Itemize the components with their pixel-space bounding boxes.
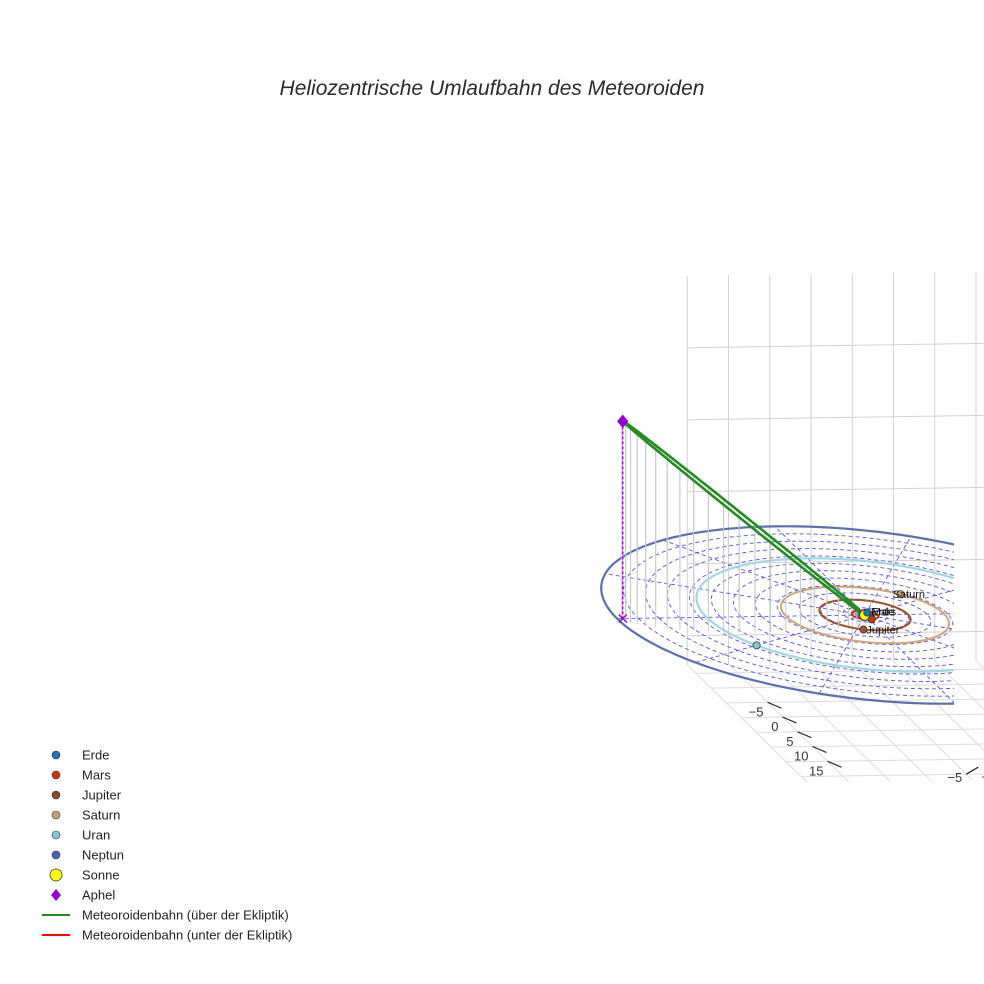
x-tick-mark [965, 766, 979, 775]
floor-line-y [756, 728, 984, 733]
floor-line-y [711, 683, 984, 689]
orbit-jupiter [818, 598, 912, 632]
legend-label: Sonne [82, 868, 120, 883]
meteoroid-orbit [620, 416, 874, 623]
planet-label-erde: Erde [871, 607, 894, 619]
floor-line-x [851, 661, 973, 781]
ecliptic-spoke [818, 536, 912, 694]
y-tick-mark [797, 731, 812, 739]
planet-label-mars: Mars [872, 606, 897, 618]
ecliptic-spoke [663, 539, 954, 649]
y-tick-mark [782, 716, 797, 724]
floor-line-y [726, 698, 984, 704]
aphel-marker [617, 414, 629, 429]
legend-item-3[interactable]: Saturn [51, 808, 120, 823]
planet-jupiter [859, 625, 868, 634]
ecliptic-grid [605, 526, 954, 704]
ecliptic-ring [776, 585, 954, 645]
planet-label-saturn: Saturn [893, 589, 925, 601]
legend-label: Meteoroidenbahn (über der Ekliptik) [82, 908, 289, 923]
planet-erde [863, 608, 872, 617]
y-tick-label: 5 [786, 734, 793, 749]
legend-label: Neptun [82, 848, 124, 863]
legend-item-7[interactable]: Aphel [51, 888, 115, 903]
planet-label-jupiter: Jupiter [866, 624, 899, 636]
legend-dot [51, 750, 61, 760]
aphel-foot-marker [618, 614, 628, 624]
ecliptic-ring [667, 548, 954, 682]
celestial-bodies: ErdeMarsJupiterSaturnNeptun [617, 414, 925, 650]
y-tick-label: 15 [809, 763, 823, 778]
grid-line-z [687, 414, 984, 421]
planet-mars [867, 615, 876, 624]
y-tick-label: −5 [749, 704, 764, 719]
legend-label: Uran [82, 828, 110, 843]
legend-dot [51, 770, 61, 780]
legend-item-4[interactable]: Uran [51, 828, 110, 843]
legend-item-5[interactable]: Neptun [51, 848, 124, 863]
floor-line-x [934, 660, 984, 711]
legend[interactable]: Erde Mars Jupiter Saturn Uran Neptun Sonne Aphe… [42, 748, 292, 943]
floor-line-x [893, 661, 984, 752]
orbit-drop-lines [621, 420, 873, 633]
legend-dot [51, 830, 61, 840]
legend-item-9[interactable]: Meteoroidenbahn (unter der Ekliptik) [42, 928, 292, 943]
legend-item-2[interactable]: Jupiter [51, 788, 122, 803]
legend-dot [51, 850, 61, 860]
legend-diamond [51, 889, 61, 901]
legend-sun [49, 868, 63, 882]
axis-box-grid [686, 271, 984, 783]
legend-label: Mars [82, 768, 111, 783]
y-tick-mark [827, 760, 842, 768]
legend-item-8[interactable]: Meteoroidenbahn (über der Ekliptik) [42, 908, 289, 923]
y-tick-label: 0 [771, 719, 778, 734]
floor-line-y [801, 773, 984, 778]
x-tick-label: −10 [981, 770, 984, 785]
legend-label: Erde [82, 748, 109, 763]
floor-line-x [769, 662, 891, 782]
chart-title: Heliozentrische Umlaufbahn des Meteoroid… [280, 77, 705, 100]
floor-line-x [975, 659, 984, 669]
x-tick-label: −5 [947, 770, 962, 785]
orbit-neptun [600, 525, 954, 705]
legend-dot [51, 790, 61, 800]
planet-saturn [896, 590, 905, 599]
floor-line-y [786, 758, 984, 763]
y-tick-label: 10 [794, 749, 808, 764]
legend-item-1[interactable]: Mars [51, 768, 111, 783]
y-tick-mark [767, 701, 782, 709]
floor-line-x [810, 662, 932, 782]
floor-line-y [771, 743, 984, 748]
floor-line-x [686, 664, 808, 783]
legend-item-6[interactable]: Sonne [49, 868, 120, 883]
grid-line-z [687, 342, 984, 349]
floor-line-y [741, 713, 984, 719]
legend-label: Aphel [82, 888, 115, 903]
plot-area: ErdeMarsJupiterSaturnNeptun [600, 414, 954, 705]
planet-uran [752, 641, 761, 650]
legend-label: Meteoroidenbahn (unter der Ekliptik) [82, 928, 292, 943]
ecliptic-spoke [605, 573, 954, 630]
y-tick-mark [812, 745, 827, 754]
legend-dot [51, 810, 61, 820]
legend-label: Jupiter [82, 788, 122, 803]
legend-label: Saturn [82, 808, 120, 823]
meteoroid-orbit-above [620, 416, 871, 621]
orbit-uran [695, 557, 954, 673]
legend-item-0[interactable]: Erde [51, 748, 109, 763]
